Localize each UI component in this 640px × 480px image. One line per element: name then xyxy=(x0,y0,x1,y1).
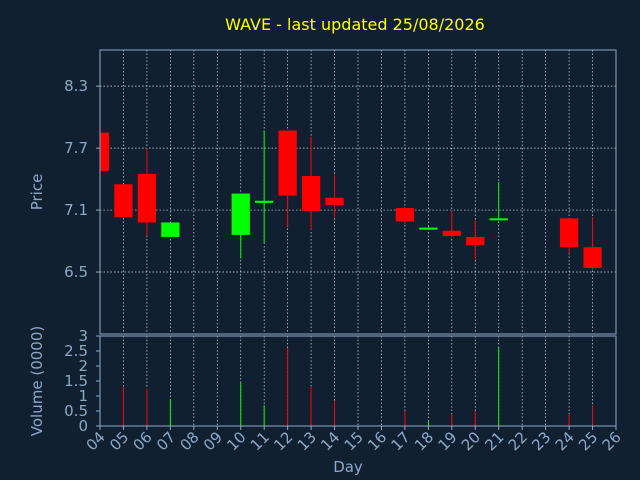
candle-body xyxy=(278,130,297,196)
candle-body xyxy=(255,200,274,203)
candle-body xyxy=(419,227,438,230)
candle-body xyxy=(442,230,461,236)
price-tick-label: 6.5 xyxy=(64,263,88,281)
candle-body xyxy=(395,208,415,222)
candle-body xyxy=(100,132,110,171)
candle-body xyxy=(489,218,508,221)
price-tick-label: 7.7 xyxy=(64,139,88,157)
candle-body xyxy=(583,247,602,268)
volume-tick-label: 0 xyxy=(78,417,88,435)
price-tick-label: 7.1 xyxy=(64,201,88,219)
volume-tick-label: 2.5 xyxy=(64,342,88,360)
candle-body xyxy=(137,173,157,223)
y-axis-label: Price xyxy=(28,174,46,211)
x-axis: 0405060708091011121314151617181920212223… xyxy=(83,426,625,454)
volume-tick-label: 0.5 xyxy=(64,402,88,420)
price-panel-frame xyxy=(99,49,617,335)
volume-axis-label: Volume (0000) xyxy=(28,326,46,436)
candle-body xyxy=(231,193,250,235)
candle-body xyxy=(559,218,579,248)
volume-tick-label: 2 xyxy=(78,357,88,375)
candle-layer xyxy=(99,130,602,268)
candle-body xyxy=(161,222,180,237)
volume-tick-label: 1.5 xyxy=(64,372,88,390)
candle-body xyxy=(466,236,485,246)
volume-layer xyxy=(122,348,594,426)
candle-body xyxy=(301,175,321,212)
volume-tick-label: 1 xyxy=(78,387,88,405)
candle-body xyxy=(114,184,133,218)
candle-body xyxy=(325,197,344,205)
x-axis-label: Day xyxy=(333,458,363,476)
volume-tick-label: 3 xyxy=(78,327,88,345)
price-tick-label: 8.3 xyxy=(64,77,88,95)
price-axis: 6.5 7.1 7.7 8.3 xyxy=(64,77,100,281)
volume-axis: 00.511.522.53 xyxy=(64,327,100,435)
chart-title: WAVE - last updated 25/08/2026 xyxy=(225,15,485,34)
